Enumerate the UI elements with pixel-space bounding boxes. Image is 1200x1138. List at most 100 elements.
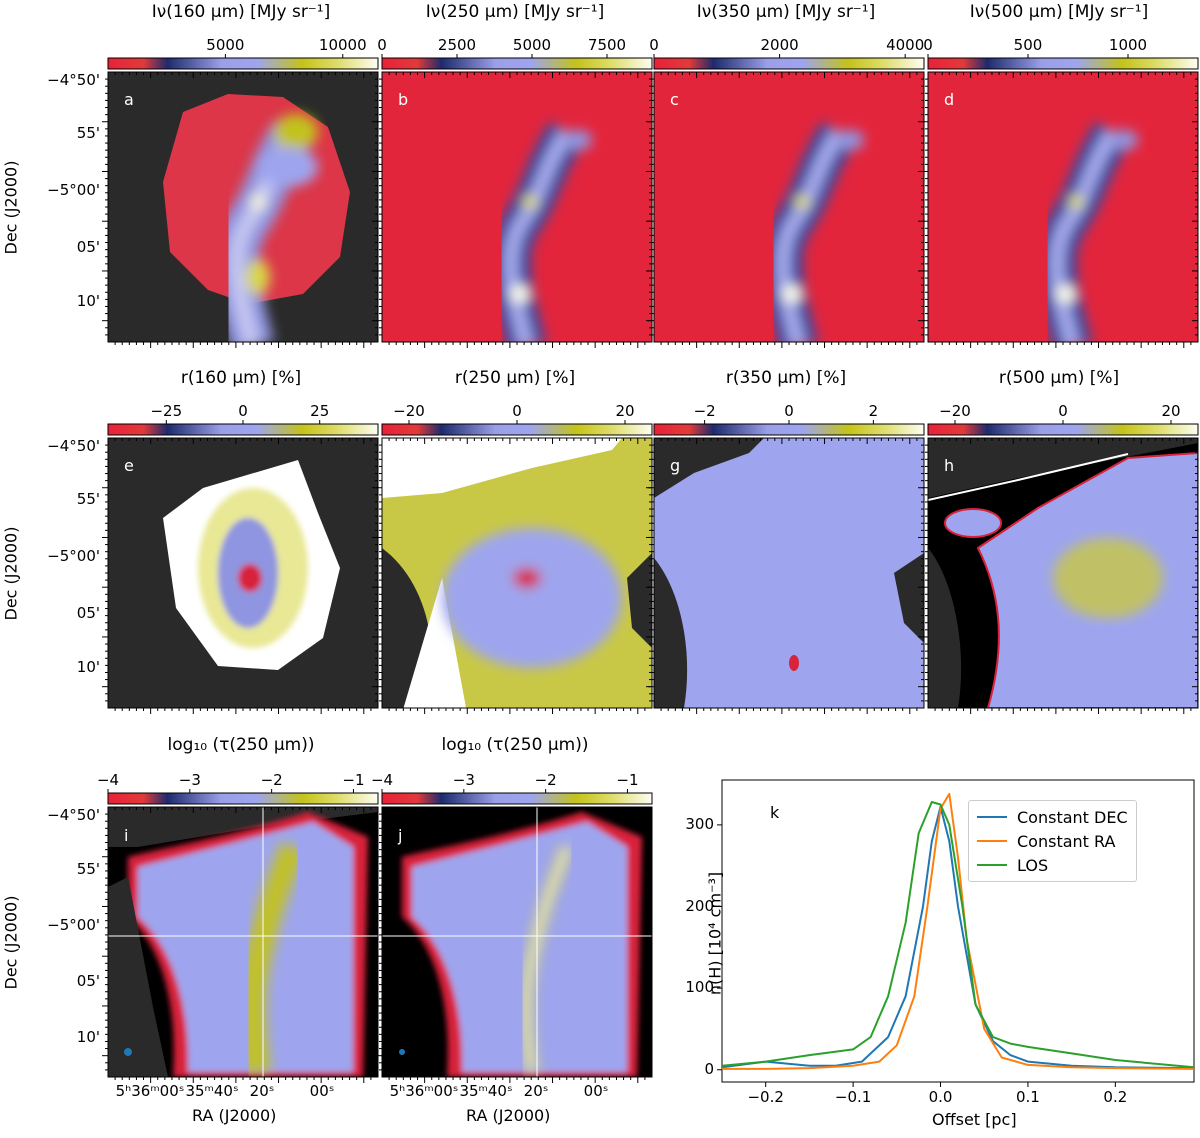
colorbar-tick-label: −2 — [693, 402, 716, 420]
colorbar-tick-label: 25 — [310, 402, 330, 420]
colorbar-gradient — [653, 57, 925, 70]
x-tick-label: 0.2 — [1103, 1088, 1128, 1106]
dec-tick-r1-3: 05' — [76, 238, 100, 256]
beam-marker — [399, 1049, 405, 1055]
y-tick-label: 100 — [685, 978, 714, 997]
colorbar-title-j: log₁₀ (τ(250 µm)) — [441, 735, 589, 755]
dec-axis-label-r2: Dec (J2000) — [1, 526, 21, 621]
map-e — [108, 438, 378, 708]
colorbar-gradient — [381, 792, 653, 805]
dec-tick-r3-1: 55' — [76, 860, 100, 878]
colorbar-tick-label: −20 — [939, 402, 971, 420]
legend-label-los: LOS — [1017, 855, 1049, 875]
map-axes — [922, 71, 1199, 348]
panel-letter-i: i — [124, 826, 129, 845]
panel-letter-c: c — [670, 90, 679, 109]
legend-label-constant-dec: Constant DEC — [1017, 807, 1128, 827]
colorbar-gradient — [107, 423, 379, 436]
colorbar-tick-label: 0 — [512, 402, 522, 420]
colorbar-title-i: log₁₀ (τ(250 µm)) — [167, 735, 315, 755]
ra-tick-j-3: 00ˢ — [583, 1082, 609, 1100]
colorbar-title-a: Iν(160 µm) [MJy sr⁻¹] — [151, 2, 331, 22]
colorbar-tick-label: 0 — [1058, 402, 1068, 420]
colorbar-tick-label: −3 — [452, 771, 475, 789]
x-tick-label: 0.0 — [928, 1088, 953, 1106]
dec-tick-r3-3: 05' — [76, 972, 100, 990]
colorbar-9 — [381, 789, 653, 805]
colorbar-tick-label: 20 — [1161, 402, 1181, 420]
colorbar-tick-label: 0 — [377, 36, 387, 54]
map-i — [108, 807, 378, 1077]
map-axes — [102, 806, 379, 1083]
legend-label-constant-ra: Constant RA — [1017, 831, 1116, 851]
colorbar-1 — [381, 54, 653, 70]
map-axes — [922, 437, 1199, 714]
colorbar-tick-label: 7500 — [587, 36, 627, 54]
k-legend: Constant DEC Constant RA LOS — [968, 800, 1137, 882]
colorbar-tick-label: 0 — [649, 36, 659, 54]
colorbar-tick-label: 5000 — [206, 36, 245, 54]
dec-tick-r2-0: −4°50' — [47, 437, 100, 455]
series-line-los — [722, 801, 1194, 1069]
dec-tick-r3-0: −4°50' — [47, 806, 100, 824]
colorbar-tick-label: −2 — [534, 771, 557, 789]
panel-letter-j: j — [398, 826, 403, 845]
panel-letter-h: h — [944, 456, 955, 475]
colorbar-gradient — [381, 423, 653, 436]
panel-letter-e: e — [124, 456, 134, 475]
colorbar-title-d: Iν(500 µm) [MJy sr⁻¹] — [969, 2, 1149, 22]
panel-letter-a: a — [124, 90, 134, 109]
colorbar-4 — [107, 420, 379, 436]
dec-tick-r2-3: 05' — [76, 604, 100, 622]
colorbar-0 — [107, 54, 379, 70]
colorbar-gradient — [381, 57, 653, 70]
colorbar-tick-label: 0 — [784, 402, 794, 420]
colorbar-tick-label: 2000 — [760, 36, 799, 54]
ra-axis-label-j: RA (J2000) — [466, 1106, 551, 1125]
y-tick-label: 300 — [685, 814, 714, 833]
panel-letter-f: f — [398, 456, 404, 475]
colorbar-3 — [927, 54, 1199, 70]
colorbar-6 — [653, 420, 925, 436]
map-f — [382, 438, 652, 708]
colorbar-tick-label: 0 — [238, 402, 248, 420]
panel-letter-d: d — [944, 90, 955, 109]
colorbar-tick-label: −20 — [393, 402, 425, 420]
dec-axis-label-r3: Dec (J2000) — [1, 895, 21, 990]
map-g — [654, 438, 924, 708]
ra-axis-label-i: RA (J2000) — [192, 1106, 277, 1125]
colorbar-tick-label: 1000 — [1108, 36, 1148, 54]
colorbar-title-e: r(160 µm) [%] — [180, 368, 302, 388]
beam-marker — [124, 1048, 132, 1056]
colorbar-tick-label: −4 — [370, 771, 394, 789]
map-h — [928, 438, 1198, 708]
dec-tick-r1-4: 10' — [76, 292, 100, 310]
colorbar-5 — [381, 420, 653, 436]
colorbar-gradient — [107, 792, 379, 805]
panel-letter-b: b — [398, 90, 409, 109]
colorbar-gradient — [927, 57, 1199, 70]
dec-tick-r2-2: −5°00' — [47, 547, 100, 565]
colorbar-gradient — [927, 423, 1199, 436]
map-axes — [102, 437, 379, 714]
legend-entry-constant-dec: Constant DEC — [977, 805, 1128, 829]
colorbar-tick-label: 4000 — [886, 36, 925, 54]
colorbar-tick-label: 2 — [868, 402, 879, 420]
series-line-constant-ra — [722, 792, 1194, 1070]
colorbar-tick-label: −4 — [96, 771, 120, 789]
map-d — [928, 72, 1198, 342]
legend-swatch-los — [977, 864, 1007, 866]
dec-tick-r1-0: −4°50' — [47, 71, 100, 89]
dec-tick-r2-4: 10' — [76, 658, 100, 676]
colorbar-tick-label: −3 — [178, 771, 201, 789]
x-tick-label: 0.1 — [1015, 1088, 1040, 1106]
legend-swatch-constant-dec — [977, 816, 1007, 818]
colorbar-tick-label: −1 — [342, 771, 365, 789]
dec-axis-label-r1: Dec (J2000) — [1, 160, 21, 255]
y-tick-label: 0 — [704, 1059, 714, 1078]
colorbar-title-h: r(500 µm) [%] — [998, 368, 1120, 388]
ra-tick-i-1: 35ᵐ40ˢ — [185, 1082, 239, 1100]
colorbar-tick-label: −2 — [260, 771, 283, 789]
colorbar-tick-label: 0 — [923, 36, 933, 54]
